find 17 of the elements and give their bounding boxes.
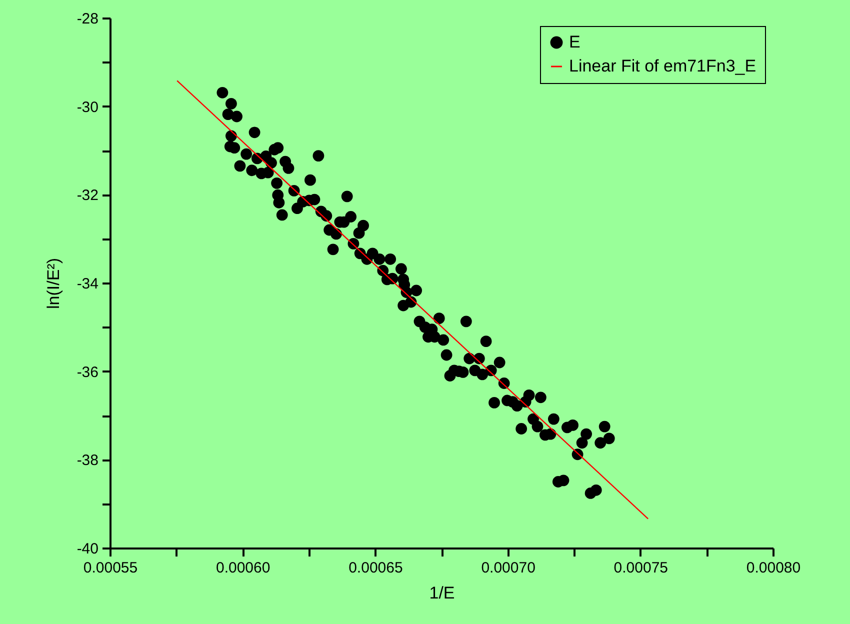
- y-tick-label: -36: [76, 364, 98, 381]
- y-tick-label: -30: [76, 98, 98, 116]
- x-axis-title: 1/E: [429, 584, 455, 602]
- y-tick-label: -28: [76, 10, 98, 28]
- y-tick-label: -34: [76, 276, 98, 292]
- legend-label: Linear Fit of em71Fn3_E: [569, 56, 756, 76]
- legend-label: E: [569, 32, 580, 52]
- y-tick-label: -38: [76, 452, 98, 470]
- x-tick-label: 0.00080: [746, 560, 801, 576]
- x-tick-label: 0.00075: [614, 560, 668, 576]
- x-tick-label: 0.00065: [348, 560, 403, 576]
- x-tick-label: 0.00055: [83, 560, 138, 576]
- x-tick-label: 0.00060: [216, 560, 270, 576]
- y-tick-label: -40: [76, 540, 98, 558]
- x-tick-label: 0.00070: [481, 560, 536, 576]
- y-axis-title: ln(I/E²): [44, 258, 63, 309]
- y-tick-label: -32: [76, 187, 98, 204]
